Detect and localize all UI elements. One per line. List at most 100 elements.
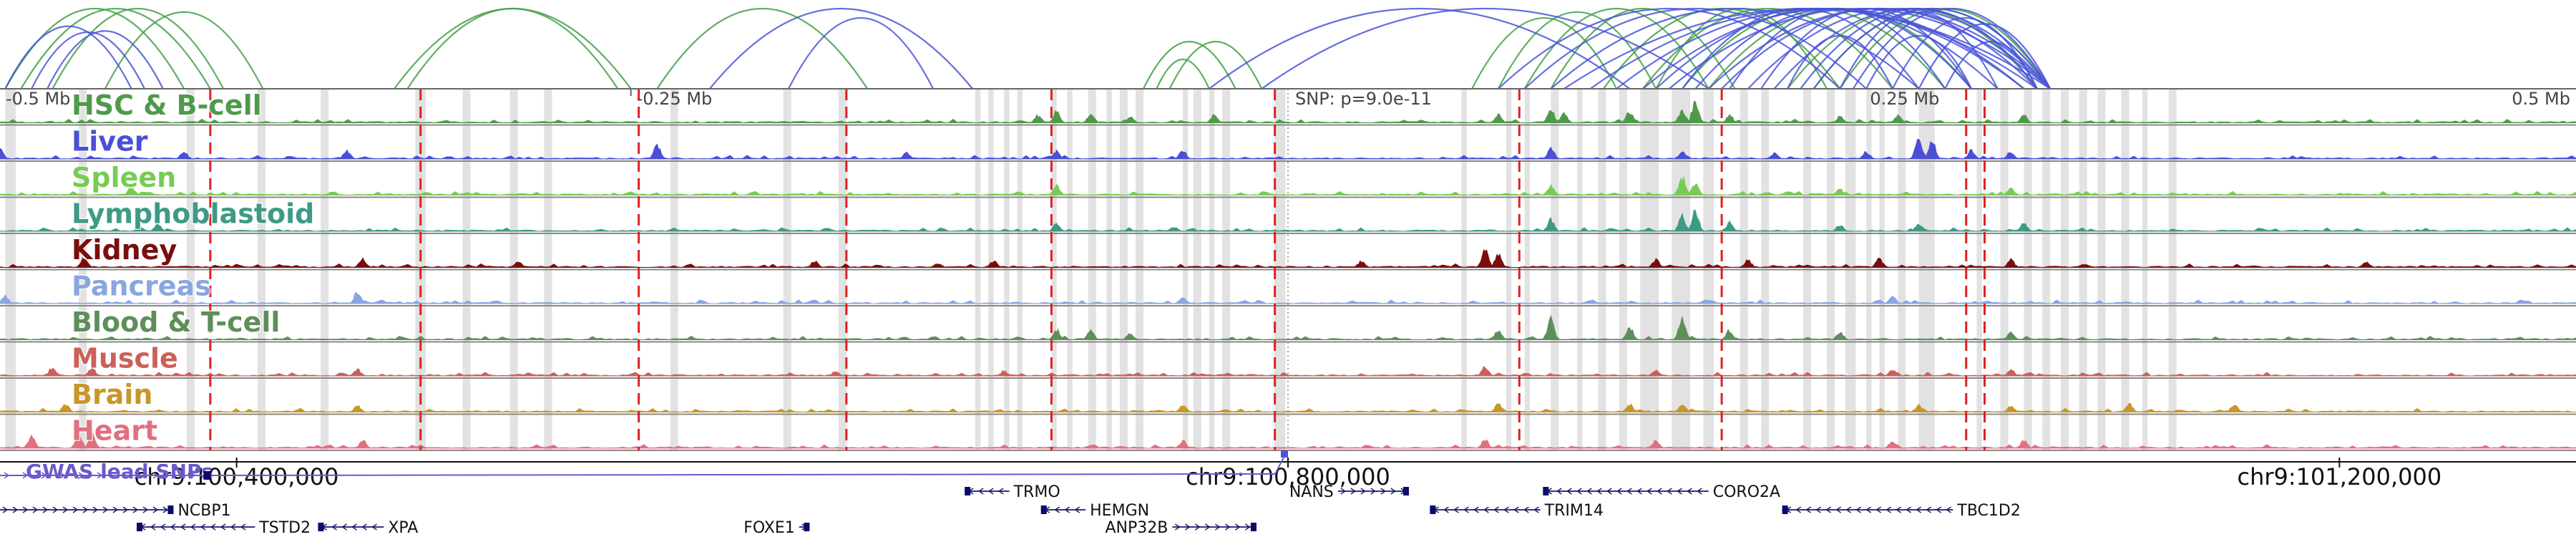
track-peak bbox=[1540, 146, 1561, 160]
blue-arc bbox=[31, 32, 146, 90]
strand-arrow bbox=[1340, 488, 1347, 495]
track-peak bbox=[2000, 152, 2021, 160]
strand-arrow bbox=[1576, 488, 1582, 495]
gwas-lead-snps-label: GWAS lead SNPs bbox=[26, 460, 213, 483]
track-peak bbox=[1882, 441, 1903, 449]
gene-label: CORO2A bbox=[1713, 483, 1780, 501]
track-peak bbox=[1829, 188, 1850, 195]
strand-arrow bbox=[132, 506, 139, 513]
gene-exon bbox=[137, 523, 143, 531]
track-peak bbox=[1882, 369, 1903, 377]
strand-arrow bbox=[987, 488, 994, 495]
track-peak bbox=[1488, 330, 1509, 340]
track-peak bbox=[2014, 439, 2035, 449]
track-label: Heart bbox=[72, 415, 157, 447]
green-arc bbox=[1642, 8, 1893, 90]
track-peak bbox=[1046, 223, 1068, 232]
green-arc bbox=[394, 7, 632, 90]
strand-arrow bbox=[1443, 506, 1449, 513]
strand-arrow bbox=[41, 472, 47, 479]
strand-arrow bbox=[1204, 523, 1211, 531]
strand-arrow bbox=[152, 472, 159, 479]
track-peak bbox=[1553, 112, 1575, 123]
track-peak bbox=[42, 367, 63, 377]
track-peak bbox=[2355, 261, 2376, 268]
track-peak bbox=[1908, 403, 1930, 412]
strand-arrow bbox=[1896, 506, 1901, 513]
track-label: Pancreas bbox=[72, 271, 211, 302]
strand-arrow bbox=[1795, 506, 1801, 513]
strand-arrow bbox=[1556, 488, 1562, 495]
coordinate-tick-label: chr9:101,200,000 bbox=[2238, 463, 2442, 490]
track-peak bbox=[1882, 295, 1903, 304]
track-peak bbox=[352, 257, 374, 268]
strand-arrow bbox=[1805, 506, 1811, 513]
gene-exon bbox=[1250, 523, 1257, 531]
track-peak bbox=[2014, 115, 2035, 123]
strand-arrow bbox=[1596, 488, 1602, 495]
strand-arrow bbox=[115, 472, 122, 479]
track-signal bbox=[0, 372, 2576, 377]
track-peak bbox=[983, 261, 1005, 268]
green-arc bbox=[52, 8, 225, 90]
gwas-snp-lines bbox=[209, 89, 1986, 450]
strand-arrow bbox=[1586, 488, 1592, 495]
strand-arrow bbox=[1657, 488, 1662, 495]
strand-arrow bbox=[1885, 506, 1891, 513]
track-peak bbox=[1719, 220, 1740, 232]
blue-arc bbox=[1944, 41, 2038, 90]
strand-arrow bbox=[1350, 488, 1357, 495]
gene-label: ANP32B bbox=[1105, 519, 1168, 537]
track-peak bbox=[1961, 148, 1982, 160]
track-peak bbox=[1540, 183, 1561, 195]
track-peak bbox=[1619, 112, 1641, 123]
track-peak bbox=[1684, 100, 1706, 123]
track-peak bbox=[1120, 333, 1141, 340]
strand-arrow bbox=[42, 506, 49, 513]
blue-arc bbox=[1721, 7, 2038, 90]
green-arc bbox=[1497, 11, 1657, 90]
track-peak bbox=[1046, 183, 1068, 195]
strand-arrow bbox=[1936, 506, 1941, 513]
track-peak bbox=[1887, 114, 1908, 123]
strand-arrow bbox=[52, 506, 59, 513]
strand-arrow bbox=[1875, 506, 1881, 513]
blue-arc bbox=[4, 25, 132, 90]
gene-exon bbox=[1402, 487, 1409, 495]
blue-arc bbox=[1891, 16, 2038, 90]
strand-arrow bbox=[4, 472, 10, 479]
blue-arc bbox=[1852, 7, 2051, 90]
strand-arrow bbox=[1855, 506, 1861, 513]
track-peak bbox=[1475, 365, 1496, 377]
track-peak bbox=[2014, 223, 2035, 232]
strand-arrow bbox=[351, 523, 357, 531]
strand-arrow bbox=[22, 472, 29, 479]
strand-arrow bbox=[142, 506, 149, 513]
strand-arrow bbox=[1064, 506, 1070, 513]
track-label: Spleen bbox=[72, 162, 176, 193]
strand-arrow bbox=[122, 506, 129, 513]
strand-arrow bbox=[1184, 523, 1191, 531]
strand-arrow bbox=[1946, 506, 1951, 513]
track-label: Kidney bbox=[72, 234, 177, 266]
track-signal bbox=[0, 155, 2576, 160]
track-peak bbox=[1540, 216, 1561, 232]
track-peak bbox=[1046, 110, 1068, 123]
green-arc bbox=[20, 8, 211, 90]
track-peak bbox=[1204, 114, 1225, 123]
track-peak bbox=[2000, 258, 2021, 268]
track-peak bbox=[825, 371, 847, 377]
strand-arrow bbox=[1616, 488, 1622, 495]
track-peak bbox=[1046, 149, 1068, 160]
strand-arrow bbox=[1370, 488, 1377, 495]
strand-arrow bbox=[1916, 506, 1921, 513]
green-arc bbox=[4, 8, 185, 90]
green-arc bbox=[1169, 41, 1263, 90]
gene-label: NANS bbox=[1289, 483, 1334, 501]
strand-arrow bbox=[160, 523, 166, 531]
track-peak bbox=[993, 369, 1015, 377]
track-peak bbox=[1645, 258, 1667, 268]
track-peak bbox=[1764, 152, 1785, 160]
blue-arc bbox=[788, 16, 935, 90]
track-label: Lymphoblastoid bbox=[72, 198, 314, 230]
